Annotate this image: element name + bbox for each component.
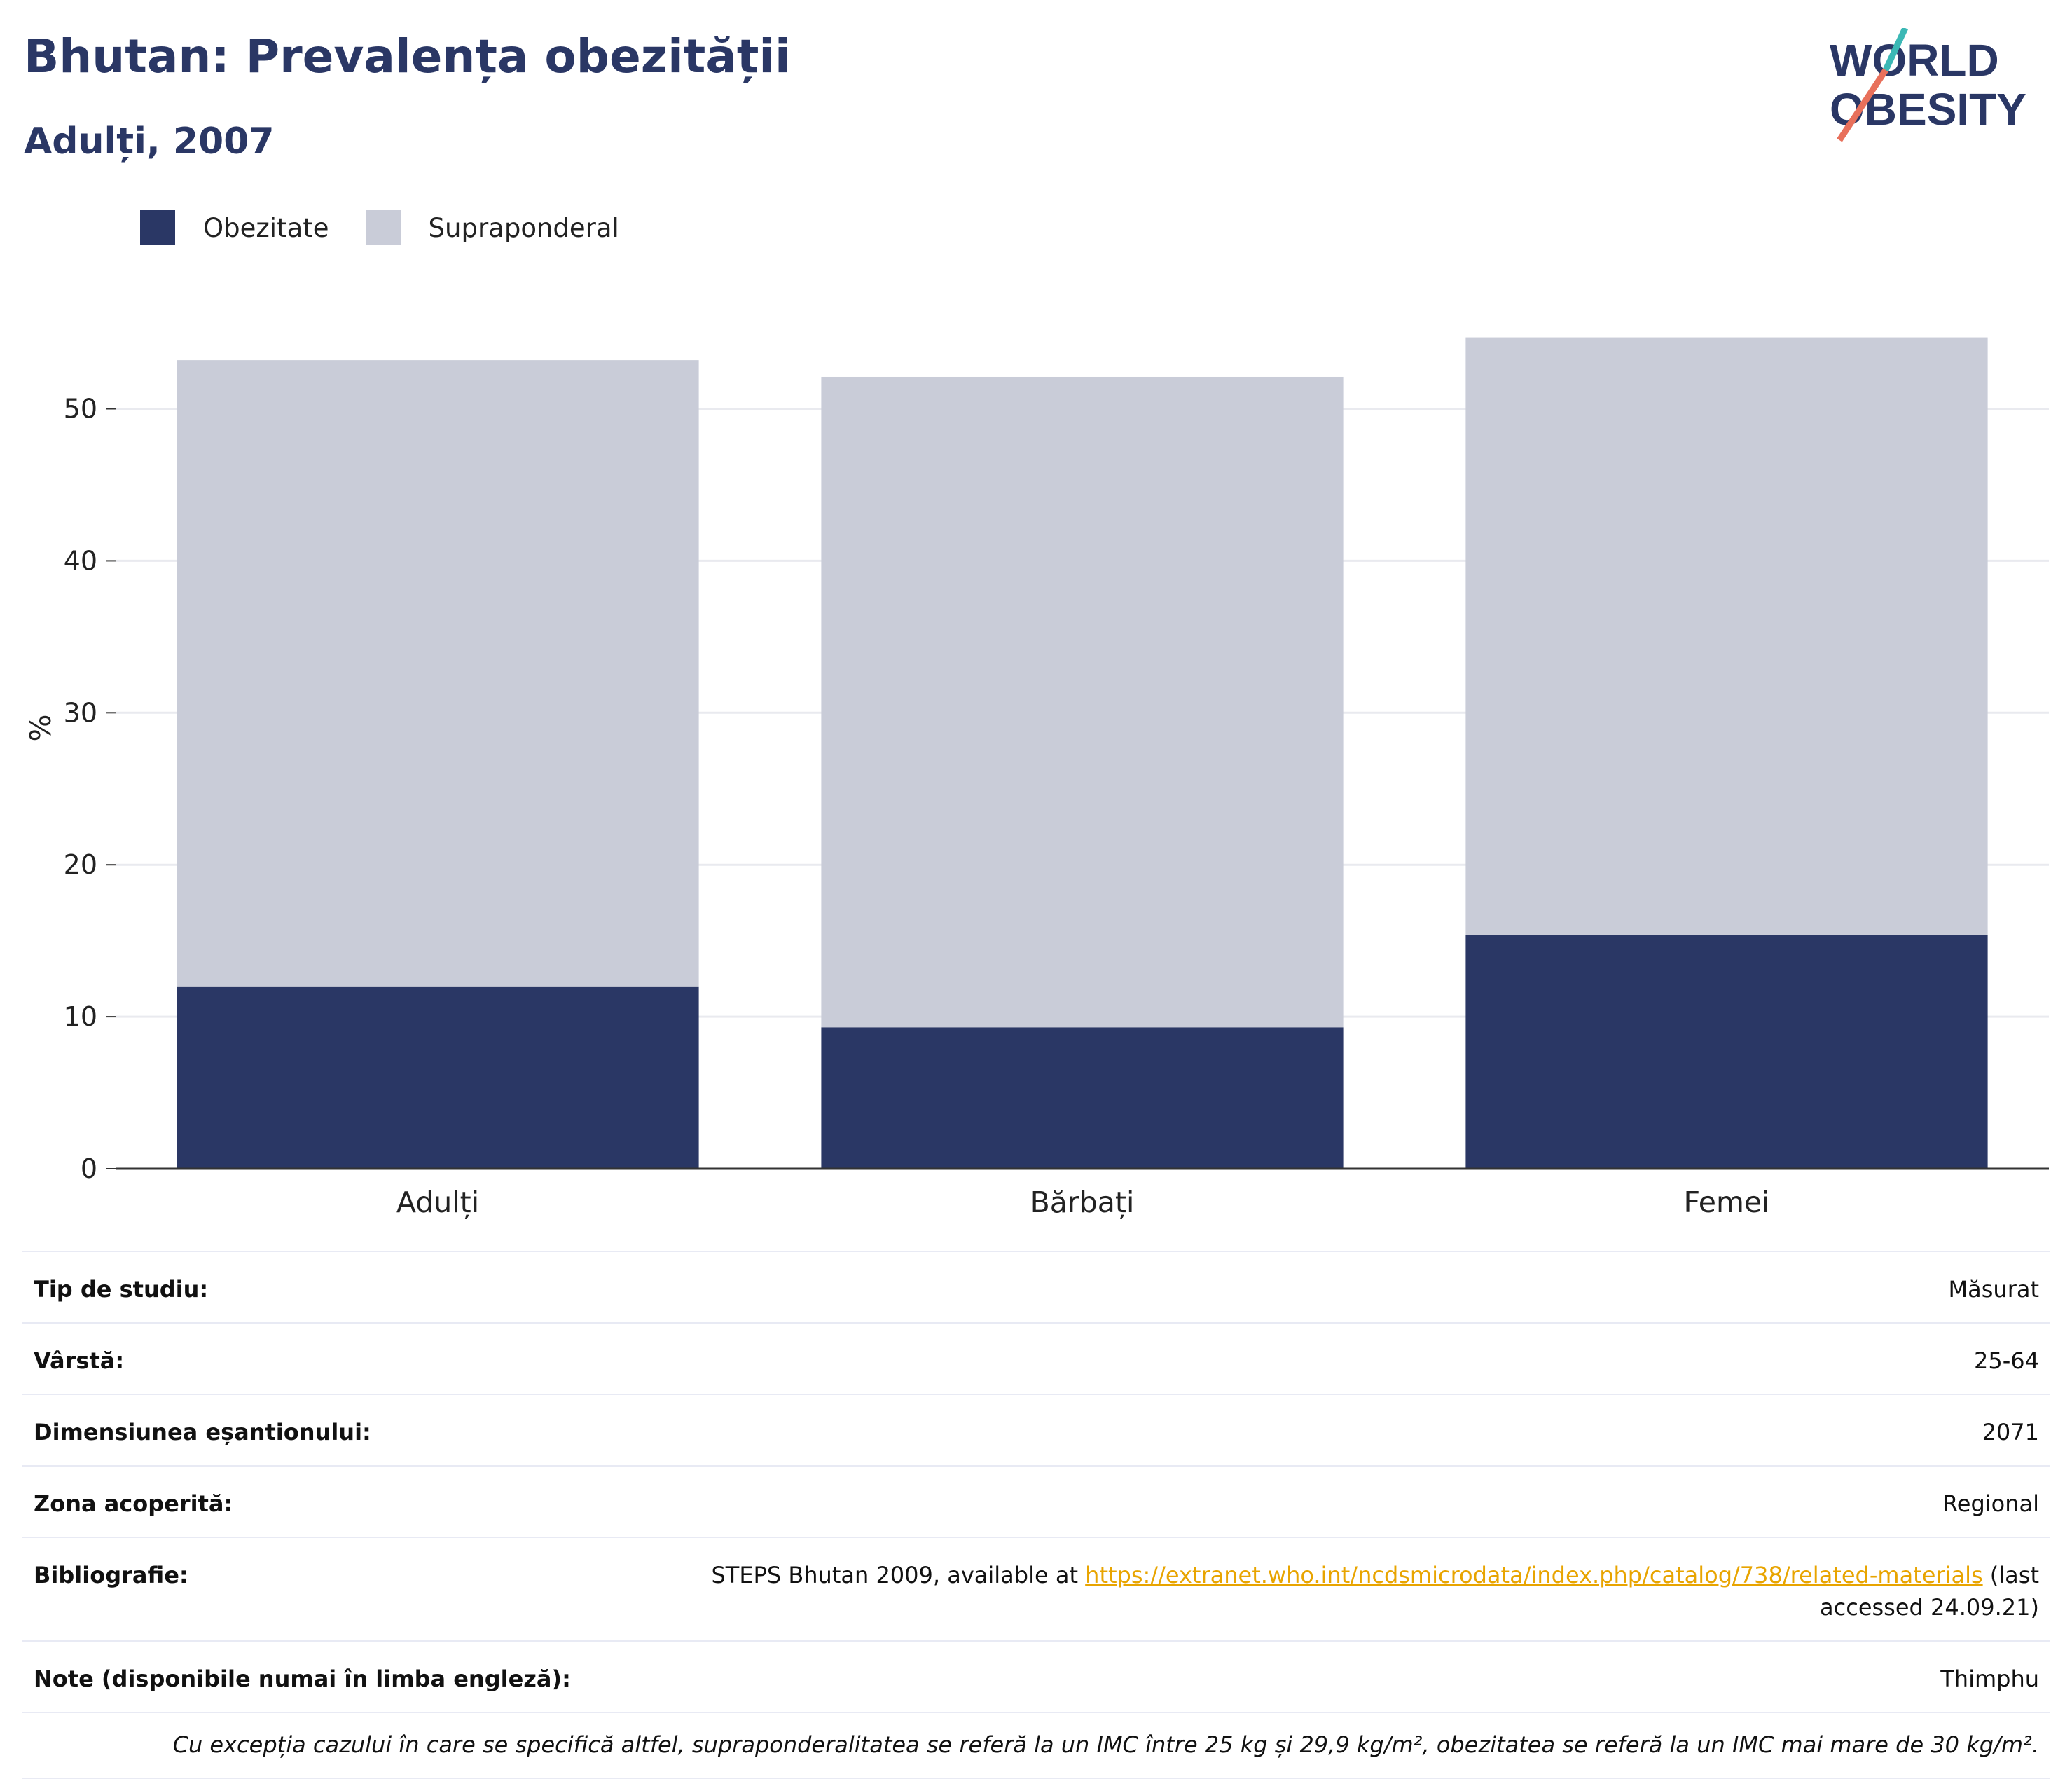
- info-value: 25-64: [1974, 1347, 2039, 1374]
- info-value: Regional: [1942, 1490, 2039, 1517]
- info-key: Dimensiunea eșantionului:: [34, 1419, 371, 1445]
- footnote: Cu excepția cazului în care se specifică…: [22, 1713, 2050, 1779]
- info-row-area: Zona acoperită: Regional: [22, 1467, 2050, 1538]
- legend-swatch-supraponderal: [365, 210, 401, 245]
- bar-chart: 0 10 20 30 40 50 Adulți Bărbați Femei%: [24, 337, 2049, 1219]
- y-tick-label: 0: [81, 1153, 97, 1184]
- y-tick-label: 20: [64, 849, 97, 880]
- bar-supraponderal-3: [1465, 337, 1988, 935]
- bibliography-value: STEPS Bhutan 2009, available at https://…: [603, 1559, 2039, 1623]
- logo-accent-teal: [1882, 28, 1909, 71]
- y-tick-label: 40: [64, 545, 97, 576]
- info-key: Vârstă:: [34, 1347, 125, 1374]
- y-tick-label: 10: [64, 1001, 97, 1032]
- bar-obezitate-1: [177, 986, 699, 1169]
- info-row-bibliography: Bibliografie: STEPS Bhutan 2009, availab…: [22, 1538, 2050, 1642]
- legend-swatch-obezitate: [140, 210, 175, 245]
- chart-subtitle: Adulți, 2007: [24, 121, 275, 163]
- x-tick-label: Adulți: [396, 1186, 479, 1219]
- legend-label-supraponderal: Supraponderal: [428, 212, 619, 243]
- bibliography-link[interactable]: https://extranet.who.int/ncdsmicrodata/i…: [1085, 1562, 1983, 1588]
- world-obesity-logo: WORLD OBESITY: [1830, 28, 2026, 142]
- info-key: Note (disponibile numai în limba engleză…: [34, 1665, 571, 1692]
- info-table: Tip de studiu: Măsurat Vârstă: 25-64 Dim…: [22, 1251, 2050, 1779]
- bar-obezitate-2: [821, 1027, 1344, 1169]
- legend-label-obezitate: Obezitate: [203, 212, 329, 243]
- legend-item-obezitate[interactable]: Obezitate: [140, 210, 329, 245]
- y-axis-title: %: [24, 715, 57, 742]
- bibliography-prefix: STEPS Bhutan 2009, available at: [711, 1562, 1078, 1588]
- y-tick-label: 50: [64, 394, 97, 425]
- info-row-sample-size: Dimensiunea eșantionului: 2071: [22, 1395, 2050, 1467]
- bibliography-suffix: (last accessed 24.09.21): [1820, 1562, 2039, 1621]
- y-tick-label: 30: [64, 697, 97, 728]
- logo-line1: WORLD: [1830, 35, 1999, 85]
- info-value: Măsurat: [1948, 1276, 2039, 1303]
- bar-obezitate-3: [1465, 934, 1988, 1169]
- bar-supraponderal-1: [177, 360, 699, 987]
- info-key: Zona acoperită:: [34, 1490, 233, 1517]
- bar-supraponderal-2: [821, 376, 1344, 1028]
- info-key: Tip de studiu:: [34, 1276, 209, 1303]
- info-value: 2071: [1982, 1419, 2039, 1445]
- info-row-study-type: Tip de studiu: Măsurat: [22, 1252, 2050, 1324]
- x-tick-label: Femei: [1683, 1186, 1769, 1219]
- chart-legend: Obezitate Supraponderal: [140, 210, 656, 245]
- info-key: Bibliografie:: [34, 1562, 188, 1588]
- info-value: Thimphu: [1940, 1665, 2039, 1692]
- x-tick-label: Bărbați: [1030, 1186, 1135, 1219]
- info-row-notes: Note (disponibile numai în limba engleză…: [22, 1642, 2050, 1713]
- logo-accent-coral: [1837, 68, 1888, 142]
- chart-title: Bhutan: Prevalența obezității: [24, 29, 791, 83]
- legend-item-supraponderal[interactable]: Supraponderal: [365, 210, 619, 245]
- info-row-age: Vârstă: 25-64: [22, 1324, 2050, 1395]
